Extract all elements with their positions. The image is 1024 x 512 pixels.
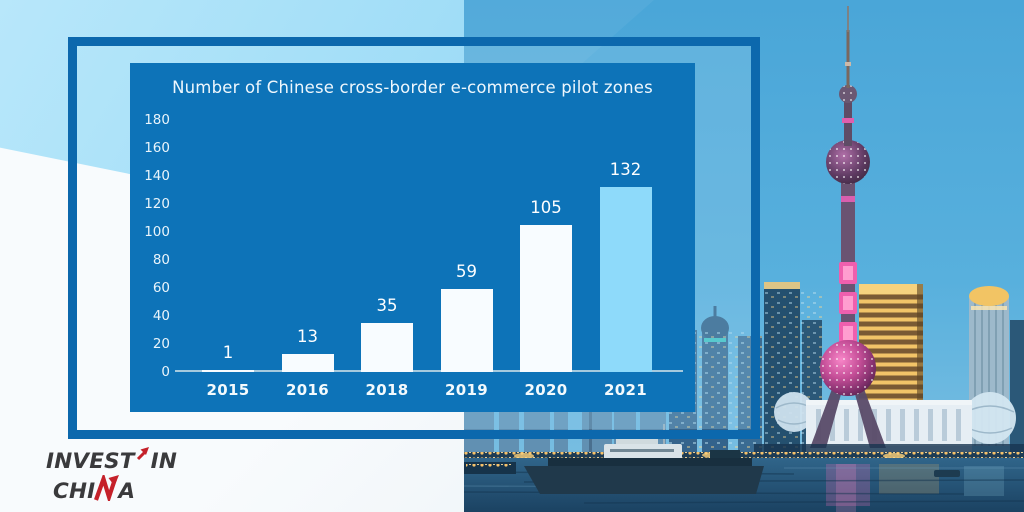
y-axis-tick-label: 0 [161, 364, 170, 380]
logo-text-a: A [118, 478, 136, 504]
invest-in-china-logo: INVEST IN CHI A [46, 447, 177, 502]
y-axis-tick-label: 100 [144, 224, 170, 240]
y-axis-tick-label: 60 [152, 280, 170, 296]
y-axis-tick-label: 120 [144, 196, 170, 212]
y-axis-tick-label: 80 [152, 252, 170, 268]
chart-title: Number of Chinese cross-border e-commerc… [172, 78, 653, 97]
y-axis-tick-label: 140 [144, 168, 170, 184]
bar-value-label: 105 [530, 198, 562, 217]
y-axis-tick-label: 160 [144, 140, 170, 156]
bar-2020 [520, 225, 572, 372]
logo-text-invest: INVEST [46, 449, 135, 474]
red-arrow-letter-n-icon [94, 474, 120, 501]
x-axis-category-label: 2016 [286, 381, 329, 399]
x-axis-category-label: 2015 [206, 381, 250, 399]
x-axis-line [175, 370, 683, 372]
bar-2018 [361, 323, 413, 372]
x-axis-category-label: 2019 [445, 381, 488, 399]
y-axis-tick-label: 20 [152, 336, 170, 352]
ferry-boat [524, 424, 764, 494]
bar-2016 [281, 353, 334, 372]
bar-value-label: 1 [222, 343, 234, 362]
bar-value-label: 59 [456, 262, 477, 282]
logo-line-2: CHI A [46, 472, 177, 502]
decorative-frame-border [68, 37, 760, 439]
y-axis-tick-label: 180 [144, 112, 170, 128]
red-growth-arrow-icon [136, 447, 149, 461]
x-axis-category-label: 2018 [365, 381, 409, 399]
x-axis-category-label: 2020 [524, 381, 568, 399]
y-axis-tick-label: 40 [152, 308, 170, 324]
chart-panel: Number of Chinese cross-border e-commerc… [130, 63, 695, 412]
logo-line-1: INVEST IN [46, 447, 177, 472]
logo-text-chi: CHI [53, 478, 96, 504]
x-axis-category-label: 2021 [604, 381, 647, 399]
bar-value-label: 13 [297, 326, 318, 346]
bar-2019 [440, 289, 493, 372]
bar-2021 [599, 187, 652, 372]
bar-value-label: 132 [609, 160, 642, 180]
oriental-pearl-tower [810, 6, 886, 448]
bar-value-label: 35 [376, 296, 398, 315]
bar-2015 [202, 370, 254, 372]
logo-text-in: IN [150, 449, 178, 474]
